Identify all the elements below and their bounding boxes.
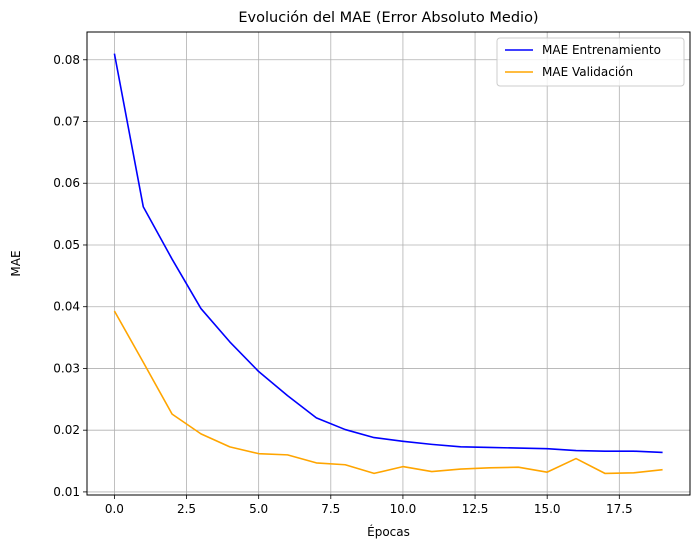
legend-label-0: MAE Entrenamiento [542,43,661,57]
y-axis-label: MAE [9,250,23,276]
y-tick-label: 0.03 [53,361,80,375]
series-line-1 [113,310,663,475]
grid-lines [87,32,690,495]
y-tick-label: 0.08 [53,53,80,67]
y-tick-label: 0.07 [53,115,80,129]
x-tick-label: 17.5 [606,502,633,516]
legend: MAE Entrenamiento MAE Validación [496,37,685,87]
x-tick-label: 10.0 [390,502,417,516]
legend-box [496,37,685,87]
y-tick-label: 0.01 [53,485,80,499]
y-tick-label: 0.02 [53,423,80,437]
x-tick-label: 0.0 [105,502,124,516]
y-tick-label: 0.04 [53,300,80,314]
legend-label-1: MAE Validación [542,65,633,79]
x-tick-label: 5.0 [249,502,268,516]
x-axis-ticks: 0.0 2.5 5.0 7.5 10.0 12.5 15.0 17.5 [105,495,633,516]
series-line-0 [113,53,663,454]
y-tick-label: 0.05 [53,238,80,252]
x-axis-label: Épocas [367,524,410,539]
x-tick-label: 2.5 [177,502,196,516]
series-lines [113,53,663,475]
y-tick-label: 0.06 [53,176,80,190]
y-axis-ticks: 0.01 0.02 0.03 0.04 0.05 0.06 0.07 0.08 [53,53,87,499]
plot-frame [86,31,691,496]
x-tick-label: 12.5 [462,502,489,516]
x-tick-label: 7.5 [321,502,340,516]
x-tick-label: 15.0 [534,502,561,516]
chart-title: Evolución del MAE (Error Absoluto Medio) [238,10,538,26]
